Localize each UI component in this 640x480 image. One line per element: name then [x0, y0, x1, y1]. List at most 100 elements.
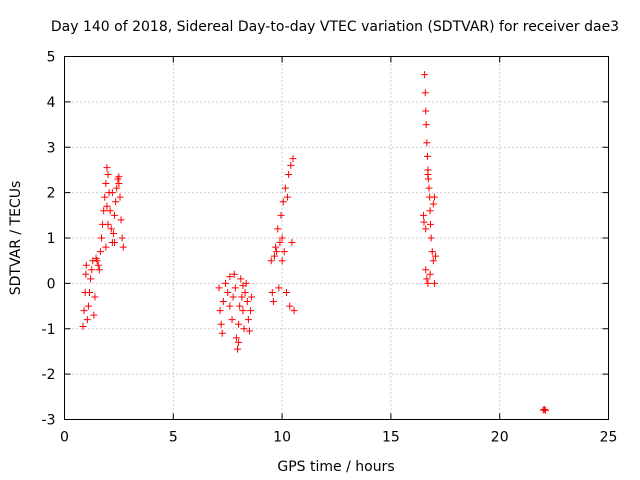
data-point: [235, 320, 243, 328]
x-tick-label: 15: [382, 430, 400, 446]
y-tick-label: -2: [42, 367, 56, 383]
data-point: [224, 288, 232, 296]
data-point: [429, 200, 437, 208]
data-point: [119, 243, 127, 251]
y-tick-label: 4: [47, 95, 56, 111]
data-point: [226, 273, 234, 281]
data-point: [117, 216, 125, 224]
data-point: [289, 155, 297, 163]
data-point: [103, 202, 111, 210]
data-point: [420, 218, 428, 226]
data-point: [422, 121, 430, 129]
data-point: [269, 298, 277, 306]
data-point: [91, 293, 99, 301]
data-point: [273, 248, 281, 256]
data-point: [100, 207, 108, 215]
data-point: [90, 311, 98, 319]
data-point: [235, 338, 243, 346]
grid-lines: [64, 56, 609, 420]
data-point: [215, 284, 223, 292]
data-point: [420, 211, 428, 219]
data-point: [86, 288, 94, 296]
data-point: [278, 257, 286, 265]
data-point: [280, 248, 288, 256]
data-point: [278, 234, 286, 242]
data-point: [109, 229, 117, 237]
data-point: [272, 243, 280, 251]
data-point: [226, 302, 234, 310]
data-point: [276, 239, 284, 247]
data-point: [111, 239, 119, 247]
data-point: [247, 307, 255, 315]
data-point: [270, 252, 278, 260]
data-point: [219, 298, 227, 306]
data-point: [228, 316, 236, 324]
data-point: [424, 279, 432, 287]
data-point: [281, 184, 289, 192]
chart-title: Day 140 of 2018, Sidereal Day-to-day VTE…: [51, 19, 619, 35]
y-tick-label: 3: [47, 140, 56, 156]
x-tick-label: 0: [60, 430, 69, 446]
data-point: [290, 307, 298, 315]
data-point: [421, 71, 429, 79]
data-point: [422, 107, 430, 115]
data-point: [238, 293, 246, 301]
data-point: [103, 164, 111, 172]
data-points: [79, 71, 549, 414]
data-point: [428, 248, 436, 256]
data-point: [286, 302, 294, 310]
data-point: [423, 275, 431, 283]
data-point: [118, 234, 126, 242]
data-point: [426, 270, 434, 278]
data-point: [112, 198, 120, 206]
data-point: [427, 234, 435, 242]
data-point: [423, 139, 431, 147]
y-tick-label: 2: [47, 186, 56, 202]
data-point: [421, 89, 429, 97]
data-point: [111, 211, 119, 219]
data-point: [288, 239, 296, 247]
plot-frame: [64, 56, 609, 420]
data-point: [239, 282, 247, 290]
data-point: [97, 234, 105, 242]
x-tick-label: 20: [491, 430, 509, 446]
data-point: [102, 180, 110, 188]
data-point: [102, 243, 110, 251]
data-point: [284, 193, 292, 201]
data-point: [115, 180, 123, 188]
x-axis-label: GPS time / hours: [277, 459, 394, 475]
data-point: [116, 193, 124, 201]
data-point: [108, 189, 116, 197]
data-point: [107, 225, 115, 233]
data-point: [82, 261, 90, 269]
x-tick-label: 25: [600, 430, 618, 446]
data-point: [430, 193, 438, 201]
data-point: [83, 316, 91, 324]
data-point: [277, 211, 285, 219]
data-point: [243, 298, 251, 306]
data-point: [430, 279, 438, 287]
data-point: [287, 161, 295, 169]
data-point: [231, 284, 239, 292]
data-point: [422, 225, 430, 233]
data-point: [82, 270, 90, 278]
x-tick-label: 10: [273, 430, 291, 446]
data-point: [232, 334, 240, 342]
data-point: [113, 184, 121, 192]
data-point: [87, 275, 95, 283]
data-point: [282, 288, 290, 296]
data-point: [423, 152, 431, 160]
data-point: [429, 257, 437, 265]
data-point: [422, 266, 430, 274]
data-point: [279, 198, 287, 206]
data-point: [104, 220, 112, 228]
data-point: [104, 170, 112, 178]
y-axis-label: SDTVAR / TECUs: [8, 181, 24, 296]
data-point: [222, 279, 230, 287]
data-point: [101, 193, 109, 201]
data-point: [427, 220, 435, 228]
y-tick-label: 0: [47, 276, 56, 292]
data-point: [106, 207, 114, 215]
data-point: [539, 406, 547, 414]
